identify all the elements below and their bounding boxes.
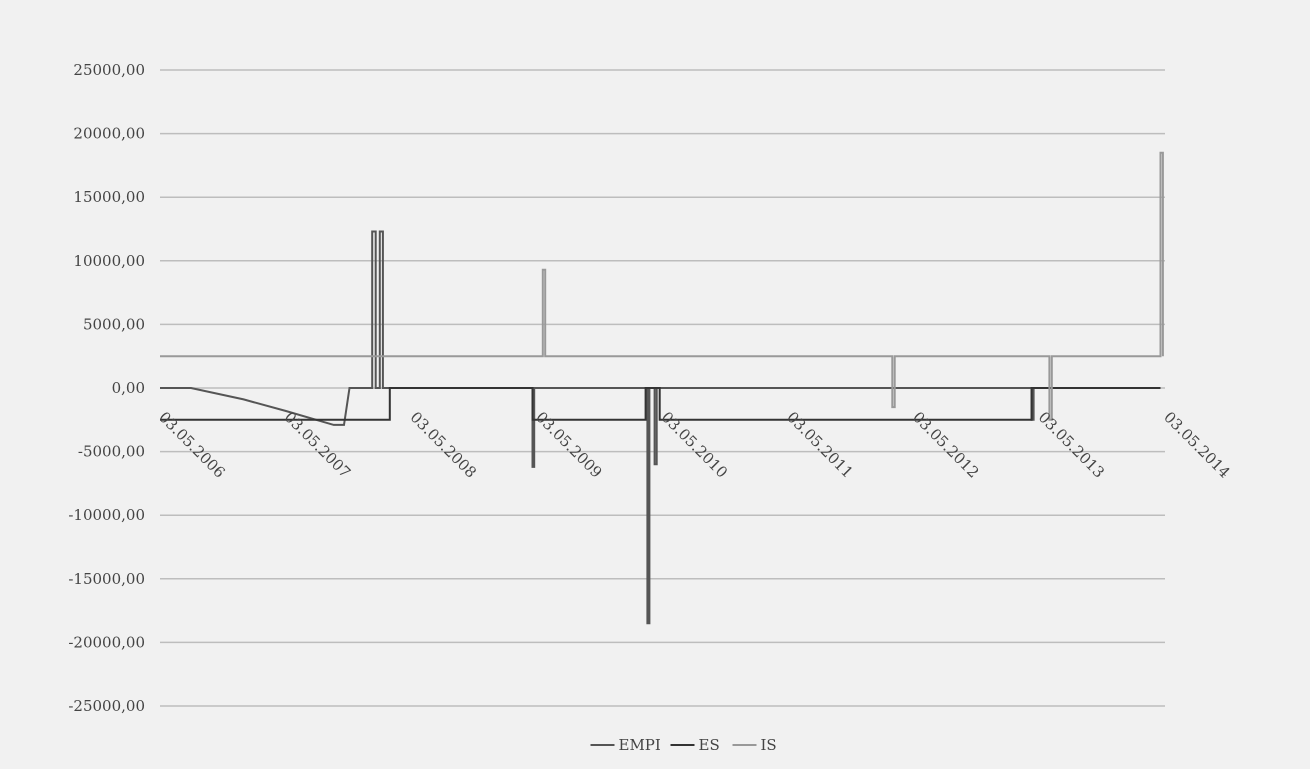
legend-label: ES xyxy=(699,736,720,754)
y-tick-label: -5000,00 xyxy=(78,443,145,461)
series-line-is xyxy=(160,151,1164,421)
y-axis-tick-labels: 25000,00 20000,00 15000,00 10000,00 5000,00 0… xyxy=(68,61,145,715)
x-tick-label: 03.05.2013 xyxy=(1035,408,1108,481)
y-tick-label: -20000,00 xyxy=(68,633,145,651)
series-layer xyxy=(160,151,1164,625)
y-tick-label: 5000,00 xyxy=(83,315,145,333)
y-tick-label: 15000,00 xyxy=(73,188,145,206)
y-tick-label: -10000,00 xyxy=(68,506,145,524)
legend-label: IS xyxy=(761,736,777,754)
y-tick-label: 20000,00 xyxy=(73,125,145,143)
series-line-empi xyxy=(160,230,1161,625)
series-line-es xyxy=(160,387,1161,421)
y-tick-label: -25000,00 xyxy=(68,697,145,715)
legend-label: EMPI xyxy=(619,736,661,754)
legend: EMPI ES IS xyxy=(590,736,777,754)
x-tick-label: 03.05.2014 xyxy=(1160,408,1233,481)
y-tick-label: 0,00 xyxy=(112,379,145,397)
y-tick-label: 25000,00 xyxy=(73,61,145,79)
y-tick-label: 10000,00 xyxy=(73,252,145,270)
y-tick-label: -15000,00 xyxy=(68,570,145,588)
x-tick-label: 03.05.2008 xyxy=(407,408,480,481)
